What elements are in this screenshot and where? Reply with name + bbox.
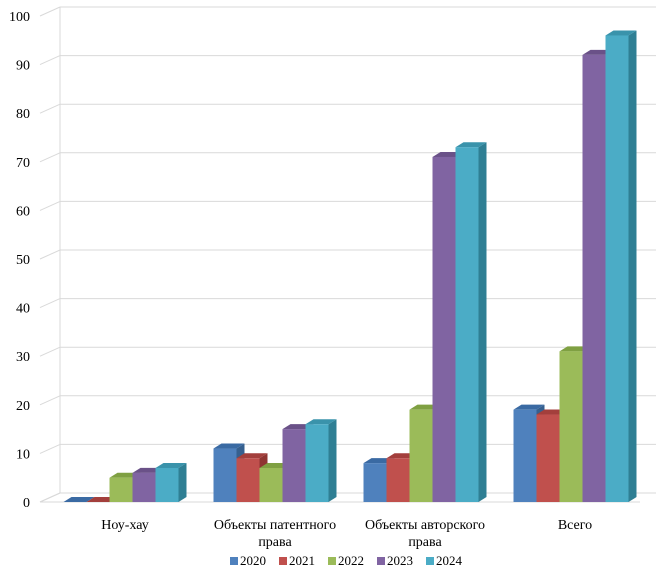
y-tick-label: 90 <box>16 59 30 74</box>
bar-front <box>363 463 387 502</box>
bar-side <box>478 142 487 502</box>
grid-lines <box>39 6 656 503</box>
gridline-diagonal <box>39 346 61 357</box>
legend-swatch <box>230 557 238 565</box>
gridline-diagonal <box>39 55 61 66</box>
bar-2020-0 <box>63 497 95 502</box>
bar-front <box>259 467 283 502</box>
bar-front <box>386 458 410 502</box>
bar-front <box>305 424 329 502</box>
bar-top <box>305 419 337 425</box>
bar-side <box>178 462 187 502</box>
bar-front <box>409 409 433 502</box>
bar-top <box>63 497 95 502</box>
bar-front <box>582 54 606 502</box>
gridline-diagonal <box>39 298 61 309</box>
legend-item-2022: 2022 <box>328 553 364 568</box>
legend-item-2023: 2023 <box>377 553 413 568</box>
legend-swatch <box>426 557 434 565</box>
bar-front <box>155 467 179 502</box>
bar-front <box>605 35 629 502</box>
bars <box>63 30 637 502</box>
bar-front <box>513 409 537 502</box>
y-tick-label: 100 <box>9 10 30 25</box>
x-tick-label: Объекты авторского права <box>365 518 485 550</box>
legend-item-2020: 2020 <box>230 553 266 568</box>
y-tick-label: 0 <box>23 496 30 511</box>
gridline-diagonal <box>39 200 61 211</box>
x-tick-label: Ноу-хау <box>101 518 149 533</box>
bar-2024-0 <box>155 462 187 502</box>
y-tick-label: 50 <box>16 253 30 268</box>
y-tick-label: 40 <box>16 302 30 317</box>
bar-front <box>432 156 456 502</box>
bar-top <box>513 404 545 410</box>
bar-2024-2 <box>455 142 487 502</box>
legend-label: 2023 <box>387 553 413 568</box>
bar-top <box>236 453 268 459</box>
legend-label: 2020 <box>240 553 266 568</box>
gridline-diagonal <box>39 249 61 260</box>
y-axis: 0 10 20 30 40 50 60 70 80 90 100 <box>9 10 30 511</box>
bar-side <box>328 419 337 502</box>
bar-front <box>132 472 156 502</box>
legend-item-2024: 2024 <box>426 553 463 568</box>
y-tick-label: 60 <box>16 204 30 219</box>
bar-2024-1 <box>305 419 337 502</box>
bar-front <box>536 414 560 502</box>
legend-label: 2024 <box>436 553 463 568</box>
bar-top <box>213 443 245 449</box>
bar-front <box>236 458 260 502</box>
y-tick-label: 10 <box>16 447 30 462</box>
y-tick-label: 20 <box>16 399 30 414</box>
y-tick-label: 30 <box>16 350 30 365</box>
bar-front <box>213 448 237 502</box>
x-tick-label: Объекты патентного права <box>214 518 336 550</box>
y-tick-label: 80 <box>16 107 30 122</box>
gridline-diagonal <box>39 152 61 163</box>
gridline-diagonal <box>39 443 61 454</box>
bar-top <box>605 30 637 36</box>
bar-top <box>155 462 187 468</box>
gridline-diagonal <box>39 492 61 503</box>
legend-item-2021: 2021 <box>279 553 315 568</box>
x-tick-label: Всего <box>558 518 592 533</box>
gridline-diagonal <box>39 103 61 114</box>
gridline-diagonal <box>39 6 61 17</box>
gridline-diagonal <box>39 395 61 406</box>
x-axis-labels: Ноу-хау Объекты патентного права Объекты ав… <box>101 518 592 550</box>
y-tick-label: 70 <box>16 156 30 171</box>
bar-front <box>559 351 583 502</box>
bar-top <box>455 142 487 148</box>
legend-swatch <box>279 557 287 565</box>
legend-swatch <box>328 557 336 565</box>
bar-front <box>109 477 133 502</box>
legend-label: 2022 <box>338 553 364 568</box>
bar-front <box>282 429 306 502</box>
bar-front <box>455 147 479 502</box>
legend: 2020 2021 2022 2023 2024 <box>230 553 463 568</box>
legend-label: 2021 <box>289 553 315 568</box>
bar-2024-3 <box>605 30 637 502</box>
bar-side <box>628 30 637 502</box>
legend-swatch <box>377 557 385 565</box>
